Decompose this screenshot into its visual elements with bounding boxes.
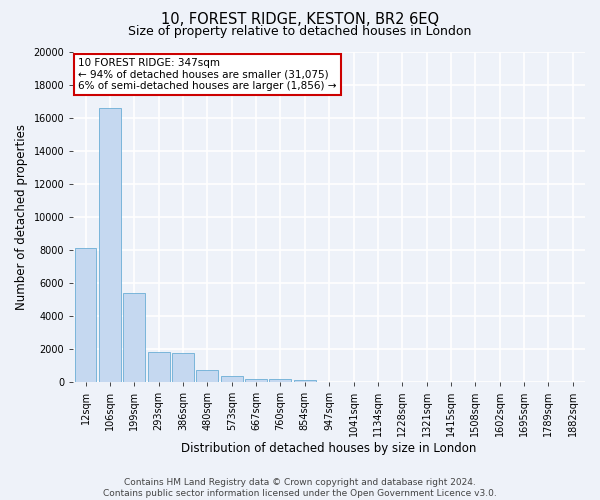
Bar <box>123 292 145 382</box>
Bar <box>245 378 267 382</box>
Bar <box>99 108 121 382</box>
X-axis label: Distribution of detached houses by size in London: Distribution of detached houses by size … <box>181 442 477 455</box>
Text: 10, FOREST RIDGE, KESTON, BR2 6EQ: 10, FOREST RIDGE, KESTON, BR2 6EQ <box>161 12 439 28</box>
Bar <box>221 376 242 382</box>
Bar <box>294 380 316 382</box>
Bar <box>269 380 292 382</box>
Bar <box>148 352 170 382</box>
Bar <box>74 248 97 382</box>
Y-axis label: Number of detached properties: Number of detached properties <box>15 124 28 310</box>
Text: Size of property relative to detached houses in London: Size of property relative to detached ho… <box>128 25 472 38</box>
Bar <box>196 370 218 382</box>
Bar <box>172 353 194 382</box>
Text: Contains HM Land Registry data © Crown copyright and database right 2024.
Contai: Contains HM Land Registry data © Crown c… <box>103 478 497 498</box>
Text: 10 FOREST RIDGE: 347sqm
← 94% of detached houses are smaller (31,075)
6% of semi: 10 FOREST RIDGE: 347sqm ← 94% of detache… <box>79 58 337 92</box>
